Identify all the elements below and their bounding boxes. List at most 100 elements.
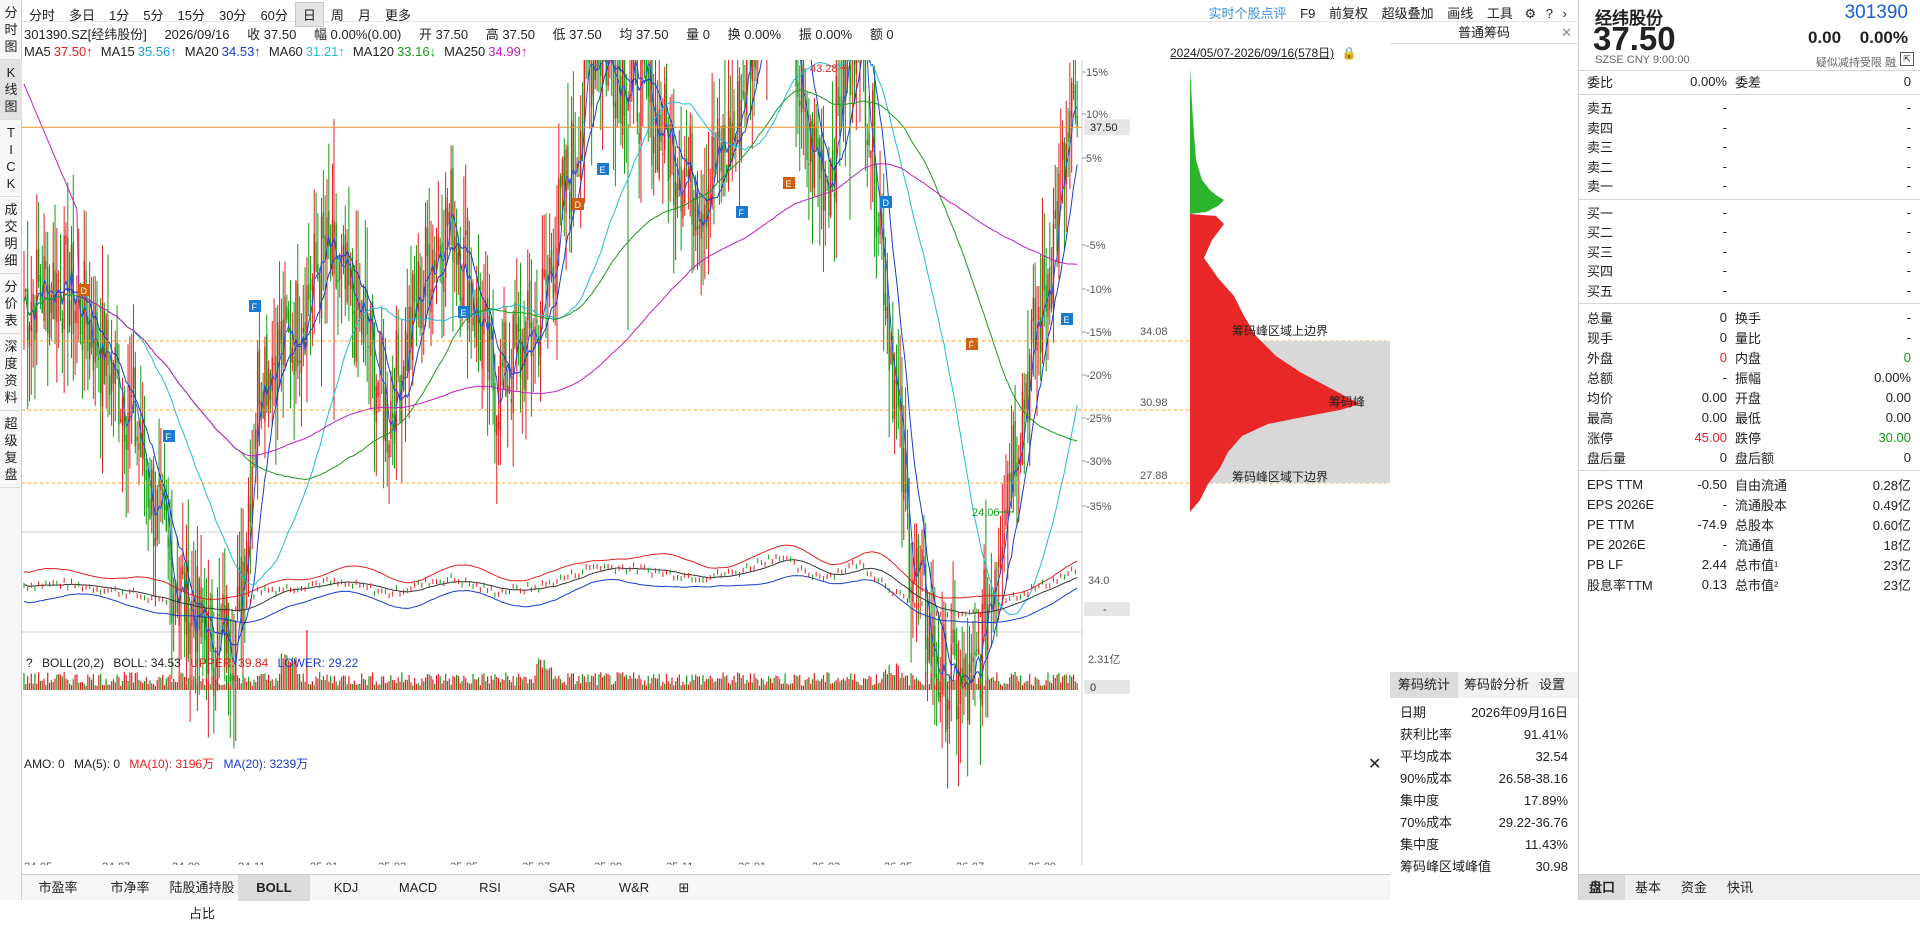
event-mark[interactable]: * [80, 60, 84, 62]
event-mark[interactable]: * [864, 60, 868, 62]
adjust-button[interactable]: 前复权 [1328, 6, 1368, 21]
signal-marker[interactable] [78, 284, 90, 296]
volume-bar [620, 673, 622, 690]
kline-chart[interactable]: 15% 10% 5% -5% -10% -15% -20% -25% -30% -35% 37.50… [22, 60, 1390, 865]
book-price[interactable]: - [1722, 204, 1727, 220]
event-mark[interactable]: * [420, 60, 424, 62]
event-mark[interactable]: * [344, 60, 348, 62]
chip-tab-stats[interactable]: 筹码统计 [1390, 672, 1459, 698]
period-tab-3[interactable]: 5分 [143, 8, 164, 23]
quote-tab-2[interactable]: 资金 [1681, 880, 1708, 895]
quote-tab-1[interactable]: 基本 [1635, 880, 1662, 895]
left-tab-3[interactable]: 成交明细 [0, 197, 22, 274]
book-price[interactable]: - [1722, 158, 1727, 174]
close-icon[interactable]: ✕ [1368, 756, 1382, 773]
event-mark[interactable]: * [120, 60, 124, 62]
event-mark[interactable]: * [524, 60, 528, 62]
event-mark[interactable]: * [86, 60, 90, 62]
book-price[interactable]: - [1722, 178, 1727, 194]
signal-marker[interactable] [163, 430, 175, 442]
left-tab-0[interactable]: 分时图 [0, 0, 22, 60]
event-mark[interactable]: * [774, 60, 778, 62]
event-mark[interactable]: * [652, 60, 656, 62]
indicator-tab-2[interactable]: 陆股通持股占比 [169, 880, 235, 921]
indicator-tab-7[interactable]: SAR [548, 880, 576, 895]
indicator-tab-1[interactable]: 市净率 [110, 880, 150, 895]
signal-marker[interactable] [880, 196, 892, 208]
indicator-tab-6[interactable]: RSI [479, 880, 501, 895]
event-mark[interactable]: * [140, 60, 144, 62]
event-mark[interactable]: * [592, 60, 596, 62]
overlay-button[interactable]: 超级叠加 [1381, 6, 1434, 21]
chip-close-icon[interactable]: ✕ [1561, 25, 1572, 40]
event-mark[interactable]: * [848, 60, 852, 62]
indicator-tab-0[interactable]: 市盈率 [38, 880, 78, 895]
boll-help-icon[interactable]: ? [26, 656, 33, 670]
left-tab-6[interactable]: 超级复盘 [0, 411, 22, 488]
volume-bar [143, 681, 146, 690]
event-mark[interactable]: * [36, 60, 40, 62]
chip-tab-settings[interactable]: 设置 [1539, 677, 1566, 692]
period-tab-6[interactable]: 60分 [260, 8, 288, 23]
y-tick-label: 5% [1086, 153, 1102, 165]
event-mark[interactable]: * [196, 60, 200, 62]
signal-marker[interactable] [1061, 313, 1073, 325]
book-price[interactable]: - [1722, 282, 1727, 298]
event-mark[interactable]: * [980, 60, 984, 62]
period-tab-4[interactable]: 15分 [177, 8, 205, 23]
draw-button[interactable]: 画线 [1447, 6, 1474, 21]
quote-tab-0[interactable]: 盘口 [1579, 875, 1626, 900]
gear-icon[interactable]: ⚙ [1524, 6, 1537, 21]
period-tab-1[interactable]: 多日 [69, 8, 96, 23]
stock-comment-link[interactable]: 实时个股点评 [1208, 6, 1287, 21]
tools-button[interactable]: 工具 [1486, 6, 1513, 21]
f9-button[interactable]: F9 [1300, 6, 1316, 21]
event-mark[interactable]: * [794, 60, 798, 62]
signal-marker[interactable] [783, 177, 795, 189]
period-tab-7[interactable]: 日 [294, 2, 324, 27]
event-mark[interactable]: * [998, 60, 1002, 62]
expand-icon[interactable]: ⇱ [1900, 52, 1914, 66]
book-price[interactable]: - [1722, 100, 1727, 116]
event-mark[interactable]: * [440, 60, 444, 62]
indicator-tab-3[interactable]: BOLL [238, 875, 310, 901]
period-tab-10[interactable]: 更多 [384, 8, 411, 23]
quote-tab-3[interactable]: 快讯 [1727, 880, 1754, 895]
left-tab-5[interactable]: 深度资料 [0, 334, 22, 411]
signal-marker[interactable] [572, 198, 584, 210]
help-icon[interactable]: ? [1545, 6, 1554, 21]
book-price[interactable]: - [1722, 263, 1727, 279]
signal-marker[interactable] [458, 306, 470, 318]
book-price[interactable]: - [1722, 139, 1727, 155]
event-mark[interactable]: * [174, 60, 178, 62]
chevron-right-icon[interactable]: › [1562, 6, 1567, 21]
chip-tab-age[interactable]: 筹码龄分析 [1464, 677, 1530, 692]
period-tab-8[interactable]: 周 [330, 8, 344, 23]
add-tab-icon[interactable]: ⊞ [678, 880, 690, 895]
period-tab-9[interactable]: 月 [357, 8, 371, 23]
indicator-tab-4[interactable]: KDJ [333, 880, 359, 895]
period-tab-5[interactable]: 30分 [218, 8, 247, 23]
period-tab-0[interactable]: 分时 [29, 8, 56, 23]
left-tab-4[interactable]: 分价表 [0, 274, 22, 334]
event-mark[interactable]: * [468, 60, 472, 62]
signal-marker[interactable] [966, 338, 978, 350]
book-price[interactable]: - [1722, 243, 1727, 259]
indicator-tab-8[interactable]: W&R [618, 880, 650, 895]
event-mark[interactable]: * [580, 60, 584, 62]
volume-bar [481, 674, 483, 690]
event-mark[interactable]: * [758, 60, 762, 62]
event-mark[interactable]: * [236, 60, 240, 62]
book-price[interactable]: - [1722, 224, 1727, 240]
signal-marker[interactable] [249, 300, 261, 312]
period-tab-2[interactable]: 1分 [109, 8, 130, 23]
indicator-tab-5[interactable]: MACD [398, 880, 438, 895]
volume-bar [30, 673, 32, 690]
signal-marker[interactable] [597, 163, 609, 175]
event-mark[interactable]: * [26, 60, 30, 62]
lock-icon[interactable]: 🔒 [1341, 46, 1357, 60]
signal-marker[interactable] [736, 206, 748, 218]
book-price[interactable]: - [1722, 119, 1727, 135]
